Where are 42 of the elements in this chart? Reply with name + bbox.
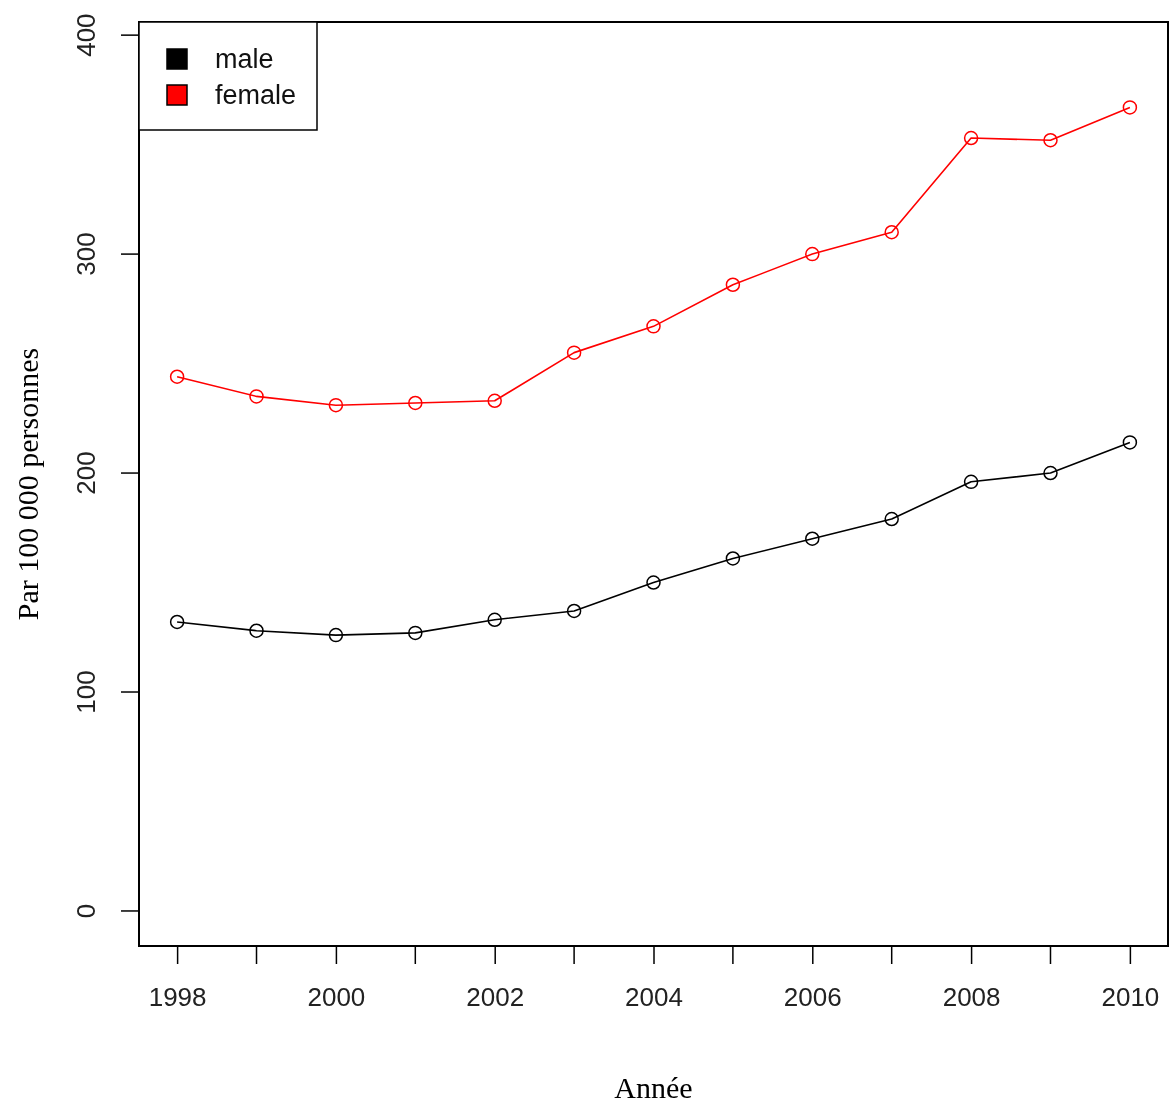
y-tick-label: 0 <box>71 903 101 919</box>
point <box>169 614 185 630</box>
x-tick-label: 2000 <box>307 982 366 1013</box>
point <box>408 395 423 411</box>
point <box>566 603 582 619</box>
point <box>805 531 820 546</box>
point <box>487 612 502 627</box>
point <box>884 511 899 527</box>
point <box>328 627 344 643</box>
point <box>963 130 979 146</box>
point <box>1122 100 1138 115</box>
x-tick-label: 1998 <box>148 982 207 1013</box>
y-tick-label: 400 <box>71 13 101 57</box>
x-tick-label: 2006 <box>783 982 842 1013</box>
point <box>963 474 979 490</box>
point <box>1043 132 1058 148</box>
point <box>566 345 582 360</box>
point <box>249 623 264 638</box>
x-tick-label: 2008 <box>942 982 1001 1013</box>
y-tick-label: 200 <box>71 451 101 495</box>
point <box>646 575 661 590</box>
point <box>249 389 264 404</box>
y-tick-label: 300 <box>71 232 101 276</box>
x-tick-label: 2004 <box>625 982 683 1013</box>
y-axis-title: Par 100 000 personnes <box>11 347 44 621</box>
point <box>884 224 899 240</box>
point <box>725 551 741 566</box>
point <box>169 369 185 384</box>
point <box>725 277 741 292</box>
point <box>328 397 344 413</box>
point <box>487 393 502 409</box>
point <box>1122 435 1138 450</box>
point <box>805 246 820 262</box>
x-axis-title: Année <box>614 1071 693 1104</box>
point <box>1043 465 1058 481</box>
point <box>408 625 423 641</box>
legend-label: male <box>215 44 274 74</box>
x-tick-label: 2002 <box>466 982 525 1013</box>
point <box>646 319 661 334</box>
legend-label: female <box>215 80 297 110</box>
x-tick-label: 2010 <box>1101 982 1160 1013</box>
y-tick-label: 100 <box>71 670 101 714</box>
